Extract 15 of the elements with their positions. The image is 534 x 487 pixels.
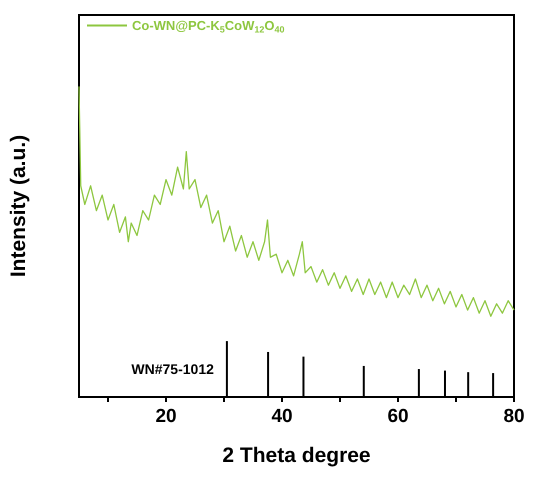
bar [492,373,494,397]
x-tick-label: 60 [387,406,409,427]
x-tick-label: 80 [503,406,525,427]
x-tick-label: 40 [271,406,293,427]
series-label: WN#75-1012 [131,361,214,378]
bar [444,370,446,397]
bar [467,372,470,397]
y-axis-title: Intensity (a.u.) [7,134,30,278]
bar [226,341,228,397]
bar [362,366,365,397]
x-axis-title: 2 Theta degree [222,444,371,467]
x-tick-label: 20 [155,406,177,427]
bar [302,356,304,397]
bar [267,352,270,397]
bar [418,369,420,397]
